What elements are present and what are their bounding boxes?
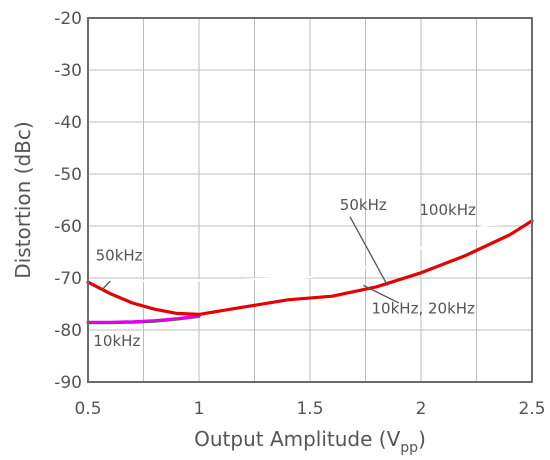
annotation-100khz: 100kHz	[419, 201, 476, 219]
leader-layer	[100, 216, 400, 304]
x-tick-label: 2	[416, 399, 427, 419]
x-tick-label: 0.5	[74, 399, 101, 419]
annotation-10khz-20khz: 10kHz, 20kHz	[372, 299, 476, 317]
x-axis-title-main: Output Amplitude (V	[194, 427, 400, 451]
x-axis-title: Output Amplitude (Vpp)	[194, 427, 426, 456]
y-axis-title: Distortion (dBc)	[11, 121, 35, 278]
y-tick-label: -70	[54, 269, 82, 289]
x-axis-title-close: )	[418, 427, 426, 451]
annotation-leader-line	[100, 280, 111, 291]
y-tick-label: -60	[54, 217, 82, 237]
annotation-leader-line	[362, 284, 400, 304]
x-tick-labels: 0.5 1 1.5 2 2.5	[74, 399, 545, 419]
x-axis-title-subscript: pp	[400, 440, 418, 456]
x-tick-label: 2.5	[518, 399, 545, 419]
y-tick-label: -50	[54, 165, 82, 185]
annotation-leader-line	[349, 216, 389, 287]
annotation-layer: 50kHz 10kHz 50kHz 100kHz 10kHz, 20kHz	[93, 196, 476, 350]
y-tick-label: -40	[54, 113, 82, 133]
y-tick-label: -80	[54, 321, 82, 341]
y-tick-label: -30	[54, 61, 82, 81]
series-line-100khz	[86, 222, 534, 283]
annotation-10khz: 10kHz	[93, 332, 140, 350]
y-tick-labels: -90 -80 -70 -60 -50 -40 -30 -20	[54, 9, 82, 393]
grid-layer	[87, 17, 533, 383]
series-line-10khz	[86, 314, 201, 324]
y-tick-label: -20	[54, 9, 82, 29]
x-tick-label: 1	[194, 399, 205, 419]
y-tick-label: -90	[54, 373, 82, 393]
plot-frame	[87, 17, 533, 383]
annotation-50khz: 50kHz	[96, 246, 143, 264]
x-tick-label: 1.5	[296, 399, 323, 419]
series-line-50khz	[86, 219, 534, 316]
annotation-50khz: 50kHz	[340, 196, 387, 214]
series-layer	[86, 219, 534, 325]
